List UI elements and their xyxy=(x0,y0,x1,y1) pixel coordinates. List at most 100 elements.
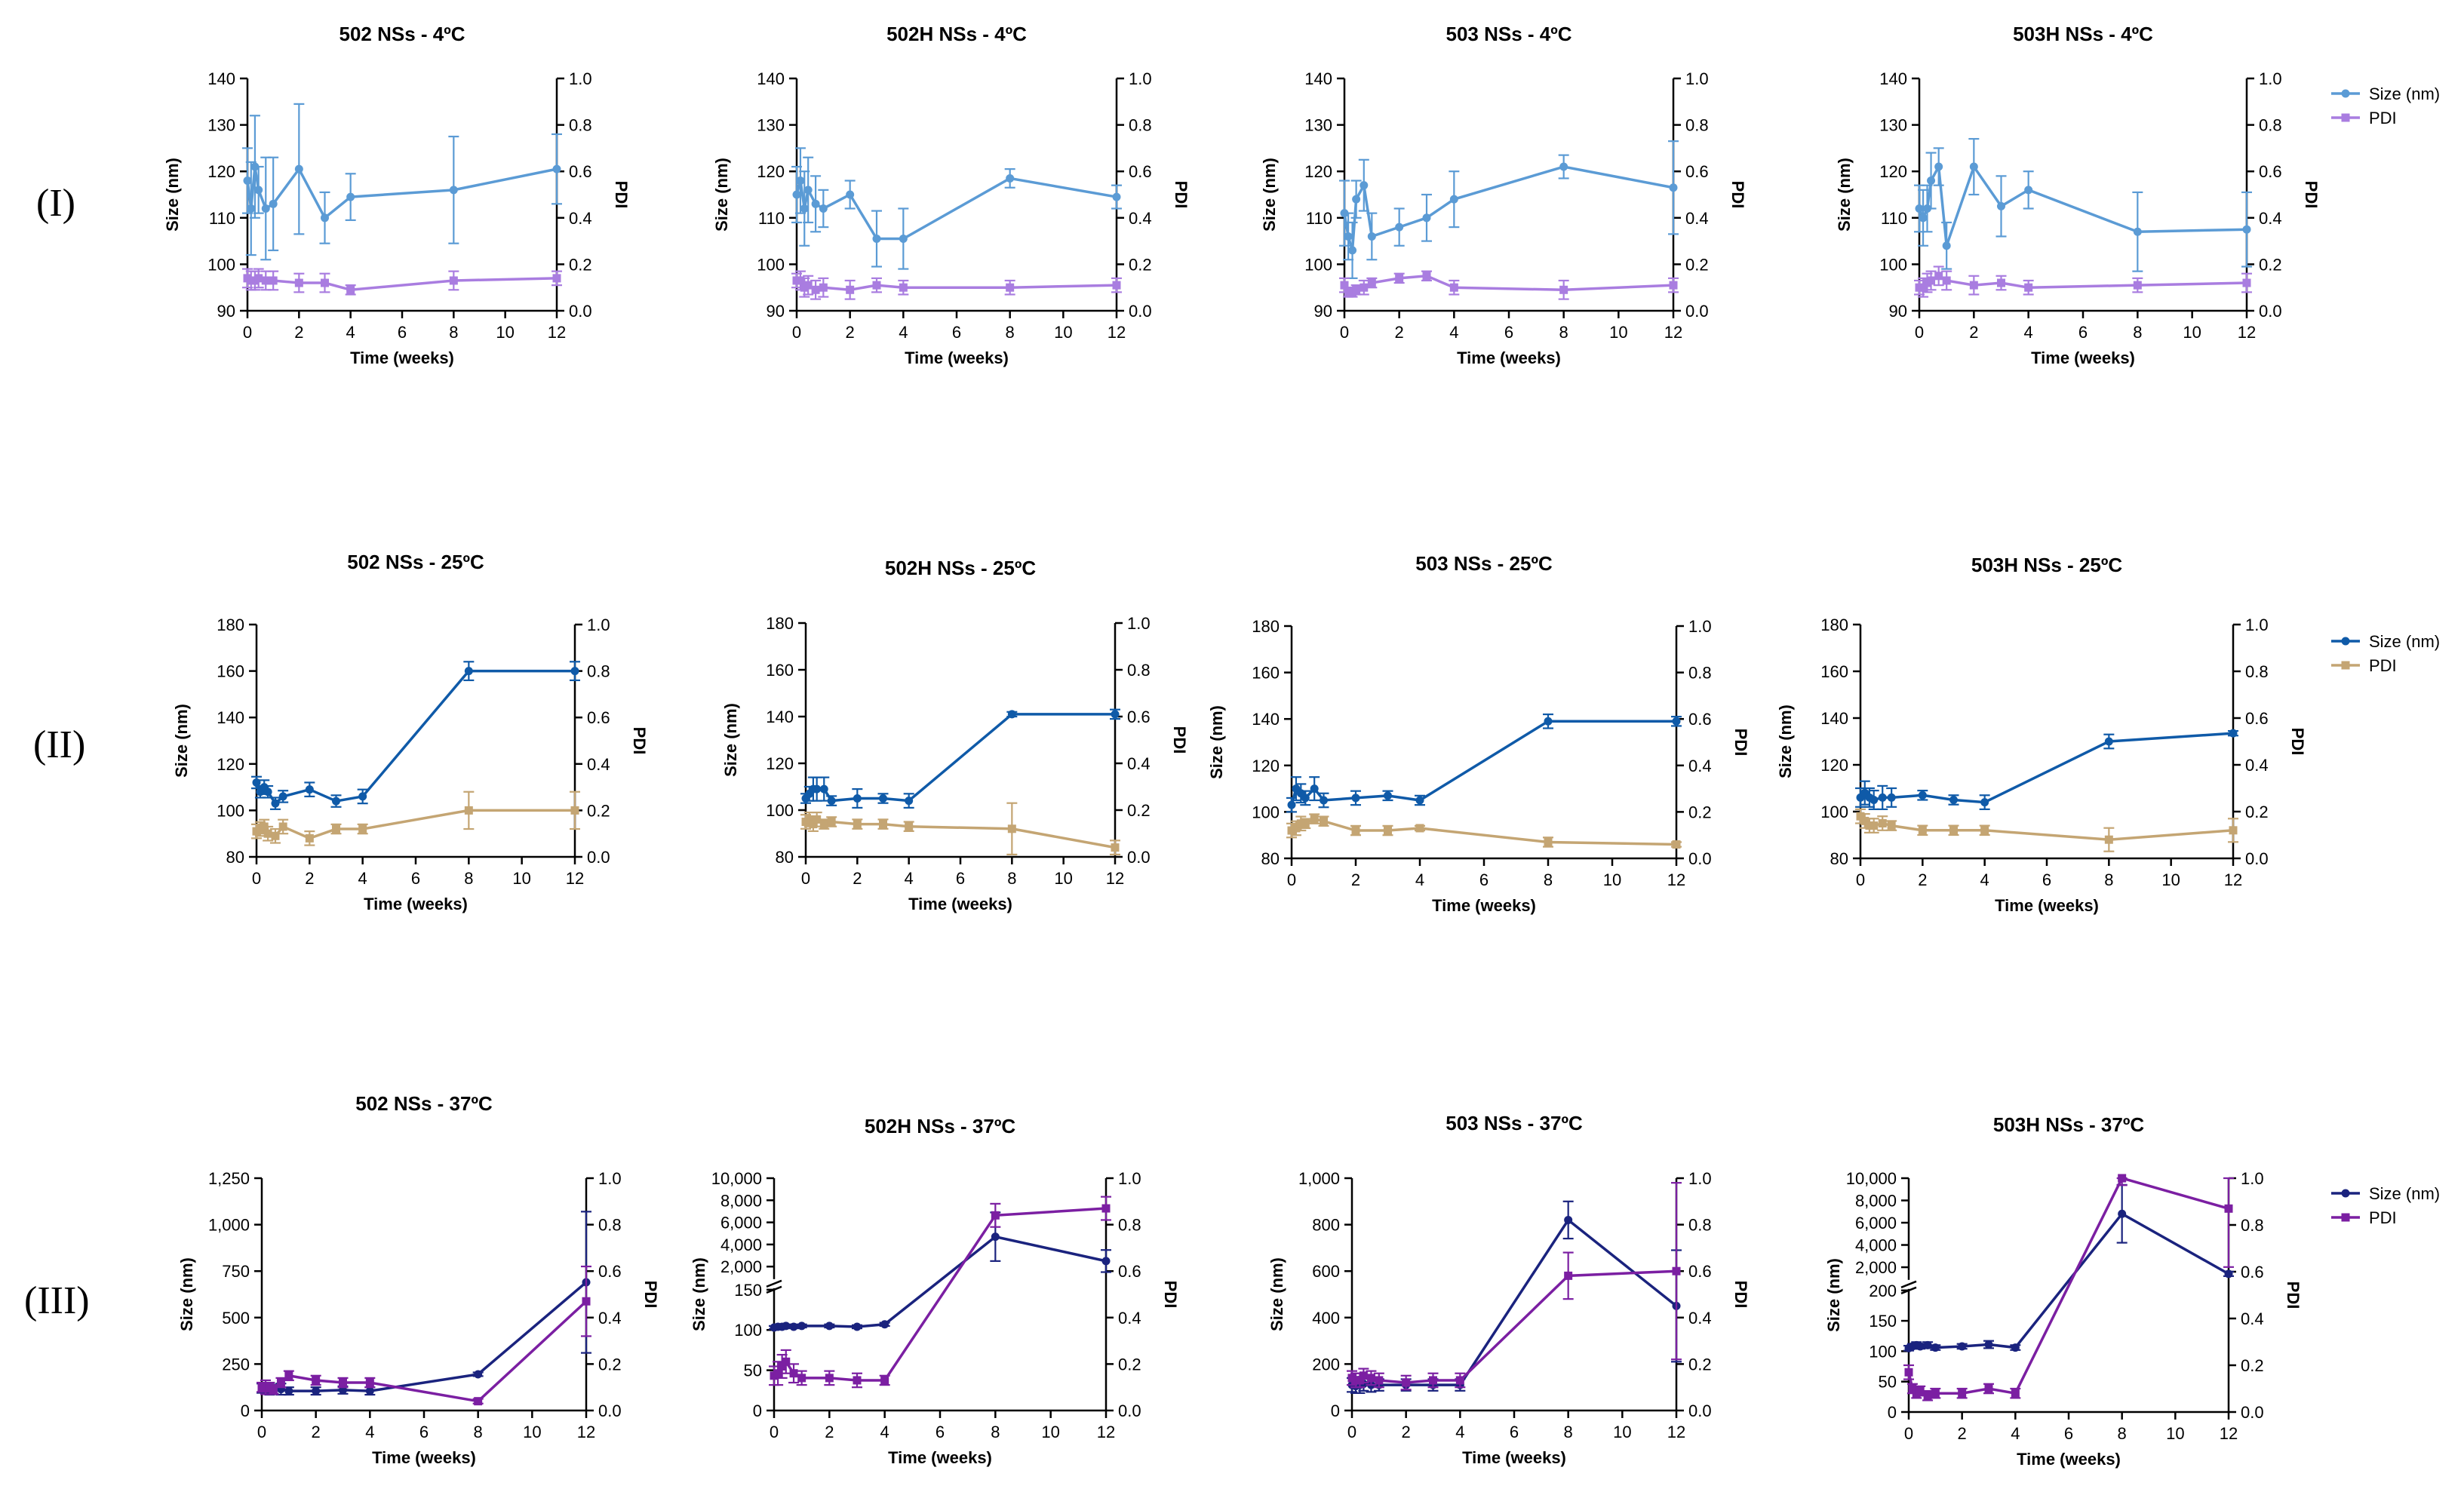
y-tick-label: 130 xyxy=(757,116,785,135)
data-point xyxy=(1672,840,1681,849)
series-line xyxy=(805,818,1116,849)
y-tick-label: 100 xyxy=(766,801,794,820)
y-tick-label: 0 xyxy=(1888,1403,1897,1422)
y-tick-label: 130 xyxy=(1304,116,1332,135)
y2-axis-label: PDI xyxy=(612,181,631,209)
x-tick-label: 4 xyxy=(1449,323,1458,342)
series-line xyxy=(1343,275,1674,294)
chart-panel-0: 0 2 4 6 8 10 12 90 100 110 120 130 140 0.0 0.2 0.4 0.6 0.… xyxy=(163,23,631,367)
data-point xyxy=(1544,717,1553,726)
data-point xyxy=(1856,812,1865,821)
data-point xyxy=(809,820,818,829)
x-tick-label: 12 xyxy=(1664,323,1682,342)
data-point xyxy=(1559,285,1568,294)
y-tick-label: 180 xyxy=(1820,615,1848,634)
series-line xyxy=(1908,1211,2229,1349)
y-tick-label: 100 xyxy=(1820,803,1848,821)
y2-tick-label: 0.4 xyxy=(569,209,592,228)
y2-tick-label: 0.2 xyxy=(2241,1356,2264,1375)
data-point xyxy=(260,822,269,831)
x-tick-label: 8 xyxy=(1564,1423,1573,1441)
data-point xyxy=(1455,1376,1464,1385)
y2-tick-label: 0.6 xyxy=(1118,1262,1141,1281)
data-point xyxy=(254,186,263,195)
y2-tick-label: 0.0 xyxy=(1118,1401,1141,1420)
data-point xyxy=(2229,826,2238,835)
data-point xyxy=(552,164,561,173)
data-point xyxy=(278,792,287,801)
data-point xyxy=(1860,816,1870,825)
data-point xyxy=(2242,225,2251,234)
x-tick-label: 2 xyxy=(312,1423,321,1441)
data-point xyxy=(305,785,314,794)
y2-tick-label: 0.6 xyxy=(2259,162,2282,181)
y2-tick-label: 1.0 xyxy=(598,1169,622,1188)
x-tick-label: 6 xyxy=(2078,323,2088,342)
y-axis-label: Size (nm) xyxy=(172,704,191,778)
data-point xyxy=(1544,837,1553,846)
data-point xyxy=(1984,1384,1993,1393)
series-line xyxy=(255,669,575,806)
data-point xyxy=(1422,213,1431,223)
x-tick-label: 6 xyxy=(1504,323,1513,342)
series-line xyxy=(804,713,1115,803)
data-point xyxy=(284,1386,293,1395)
x-tick-label: 4 xyxy=(1415,870,1424,889)
y2-axis-label: PDI xyxy=(2284,1282,2303,1309)
y2-tick-label: 0.6 xyxy=(587,708,610,727)
x-tick-label: 6 xyxy=(411,869,420,888)
chart-title: 503 NSs - 4ºC xyxy=(1446,23,1571,45)
y2-tick-label: 0.2 xyxy=(587,801,610,820)
y-tick-label: 110 xyxy=(758,209,785,228)
data-point xyxy=(2011,1389,2020,1398)
data-point xyxy=(1384,826,1392,835)
y-tick-label: 150 xyxy=(734,1281,762,1300)
data-point xyxy=(796,276,805,285)
series-size xyxy=(791,147,1122,270)
data-point xyxy=(261,276,270,285)
data-point xyxy=(1310,784,1319,794)
data-point xyxy=(1449,283,1458,292)
data-point xyxy=(825,1321,834,1331)
y2-tick-label: 0.4 xyxy=(1685,209,1709,228)
data-point xyxy=(1927,177,1936,186)
series-line xyxy=(261,1281,588,1392)
data-point xyxy=(899,283,908,292)
y2-tick-label: 0.6 xyxy=(1685,162,1709,181)
chart-title: 503H NSs - 37ºC xyxy=(1993,1113,2144,1136)
legend-row-1: Size (nm) PDI xyxy=(2331,84,2440,127)
x-tick-label: 6 xyxy=(956,869,965,888)
series-size xyxy=(251,661,580,810)
series-size xyxy=(1339,140,1679,279)
data-point xyxy=(474,1397,483,1406)
axis-break-mark xyxy=(1900,1280,1917,1288)
series-size xyxy=(1286,713,1682,813)
data-point xyxy=(899,235,908,244)
data-point xyxy=(1934,162,1943,171)
data-point xyxy=(1111,710,1120,719)
y-axis-label: Size (nm) xyxy=(721,703,740,777)
x-tick-label: 6 xyxy=(952,323,961,342)
x-tick-label: 8 xyxy=(2118,1424,2127,1443)
x-tick-label: 4 xyxy=(358,869,367,888)
y-tick-label: 100 xyxy=(757,255,785,274)
data-point xyxy=(1997,278,2005,287)
x-tick-label: 0 xyxy=(770,1423,779,1441)
y2-tick-label: 0.2 xyxy=(1127,801,1151,820)
y-tick-label: 90 xyxy=(1889,302,1907,321)
x-tick-label: 12 xyxy=(2224,870,2242,889)
y-tick-label: 80 xyxy=(226,848,244,867)
data-point xyxy=(825,1374,834,1383)
legend-marker xyxy=(2341,1189,2350,1198)
y2-tick-label: 0.0 xyxy=(1129,302,1152,321)
x-tick-label: 10 xyxy=(1613,1423,1631,1441)
y2-tick-label: 1.0 xyxy=(2241,1169,2264,1188)
x-tick-label: 12 xyxy=(2238,323,2256,342)
y2-tick-label: 0.2 xyxy=(2245,803,2269,821)
x-tick-label: 8 xyxy=(1559,323,1568,342)
x-axis-label: Time (weeks) xyxy=(1462,1448,1566,1467)
series-size xyxy=(242,103,562,261)
data-point xyxy=(1344,232,1353,241)
y-tick-label: 140 xyxy=(1252,710,1280,729)
data-point xyxy=(449,276,458,285)
